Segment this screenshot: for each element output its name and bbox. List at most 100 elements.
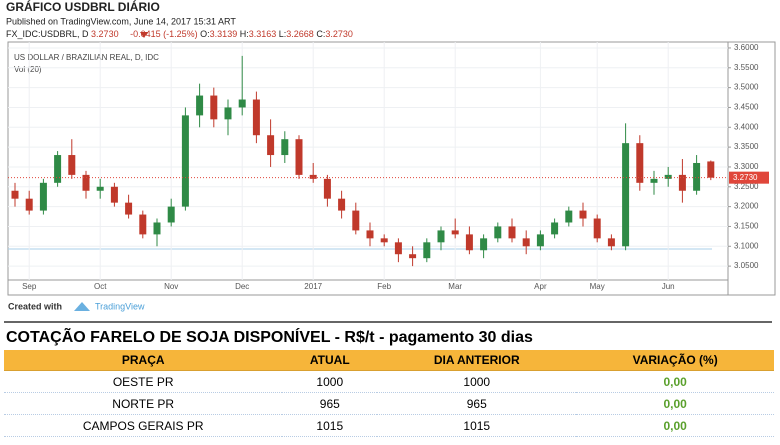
candle-body [394,242,402,255]
candle-body [380,238,388,243]
low: 3.2668 [286,29,314,39]
last-price-tag [729,171,769,184]
last-price-label: 3.2730 [733,173,758,182]
candle-body [693,162,701,191]
candle-body [622,143,630,247]
candle-body [352,210,360,231]
page-title: GRÁFICO USDBRL DIÁRIO [6,0,160,14]
y-tick-label: 3.2000 [734,202,759,211]
candle-body [238,99,246,108]
candle-body [338,198,346,211]
candle-body [11,190,19,199]
candle-body [565,210,573,223]
published: Published on TradingView.com, June 14, 2… [6,16,236,26]
column-header: DIA ANTERIOR [377,350,577,371]
candle-body [110,186,118,203]
y-tick-label: 3.2500 [734,182,759,191]
table-row: NORTE PR 965 965 0,00 [4,392,774,415]
candle-body [167,206,175,223]
cell: 0,00 [576,370,774,393]
cell: NORTE PR [4,392,283,415]
column-header: VARIAÇÃO (%) [576,350,774,371]
candle-body [323,178,331,199]
cell: OESTE PR [4,370,283,393]
candle-body [678,174,686,191]
y-tick-label: 3.5500 [734,63,759,72]
candle-body [508,226,516,239]
candle-body [54,155,62,183]
candle-body [536,234,544,247]
open-label: O: [200,29,210,39]
quote-line: FX_IDC:USDBRL, D 3.2730 -0.0415 (-1.25%)… [6,29,353,39]
x-tick-label: Dec [235,282,249,291]
chart-subtitle: Vol (20) [14,65,42,74]
candle-body [181,115,189,207]
x-tick-label: Nov [164,282,178,291]
candle-body [707,161,715,178]
low-label: L: [279,29,287,39]
candle-body [267,135,275,156]
candle-body [125,202,133,215]
candle-body [636,143,644,183]
cell: 1000 [282,370,378,393]
cell: 1015 [282,414,378,437]
high: 3.3163 [249,29,277,39]
cell: CAMPOS GERAIS PR [4,414,283,437]
y-tick-label: 3.0500 [734,261,759,270]
candle-body [522,238,530,247]
candle-body [39,182,47,211]
x-tick-label: Mar [448,282,462,291]
cell: 0,00 [576,414,774,437]
candle-body [409,254,417,259]
table-row: CAMPOS GERAIS PR 1015 1015 0,00 [4,414,774,437]
last: 3.2730 [91,29,119,39]
candle-body [366,230,374,239]
x-tick-label: Apr [534,282,547,291]
brand[interactable]: TradingView [95,301,145,311]
candle-body [309,174,317,179]
close-label: C: [316,29,325,39]
table: PRAÇA ATUAL DIA ANTERIOR VARIAÇÃO (%) OESTE… [4,350,774,437]
y-tick-label: 3.3000 [734,162,759,171]
open: 3.3139 [210,29,238,39]
table-title: COTAÇÃO FARELO DE SOJA DISPONÍVEL - R$/t… [6,329,533,346]
x-tick-label: Jun [662,282,675,291]
candle-body [451,230,459,235]
y-tick-label: 3.3500 [734,142,759,151]
change: -0.0415 (-1.25%) [130,29,198,39]
candle-body [82,174,90,191]
candle-body [153,222,161,235]
cell: 0,00 [576,392,774,415]
x-tick-label: Oct [94,282,107,291]
cell: 1015 [377,414,577,437]
x-tick-label: 2017 [304,282,322,291]
candle-body [139,214,147,235]
chart: GRÁFICO USDBRL DIÁRIO Published on Tradi… [4,0,776,323]
y-tick-label: 3.4000 [734,122,759,131]
header-row: PRAÇA ATUAL DIA ANTERIOR VARIAÇÃO (%) [4,350,774,371]
cell: 1000 [377,370,577,393]
x-tick-label: Sep [22,282,37,291]
tv-logo [74,302,90,311]
candle-body [664,174,672,179]
chart-frame [7,41,776,296]
candle-body [465,234,473,251]
candle-body [281,139,289,156]
candle-body [579,210,587,219]
candle-body [210,95,218,120]
y-tick-label: 3.1500 [734,222,759,231]
candle-body [607,238,615,247]
candle-body [437,230,445,243]
candle-body [96,186,104,191]
y-tick-label: 3.4500 [734,103,759,112]
down-arrow [140,32,148,38]
candle-body [423,242,431,259]
candle-body [68,155,76,175]
cell: 965 [377,392,577,415]
close: 3.2730 [325,29,353,39]
candle-body [494,226,502,239]
created-with: Created with [8,301,62,311]
candle-body [593,218,601,239]
candle-body [480,238,488,251]
